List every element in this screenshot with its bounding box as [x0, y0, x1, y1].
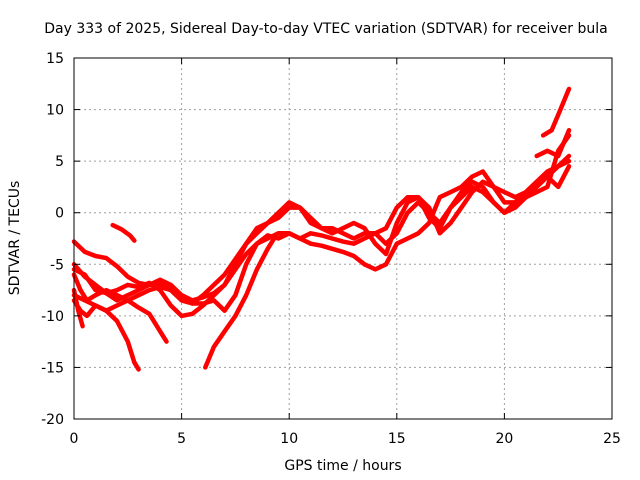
y-tick-label: 15	[46, 51, 64, 67]
series-line	[71, 153, 572, 303]
series-line	[71, 298, 141, 372]
series-line	[71, 287, 85, 329]
y-tick-label: -20	[41, 412, 64, 428]
series-line	[203, 236, 277, 370]
series-line	[71, 272, 169, 344]
x-tick-label: 25	[603, 431, 621, 447]
y-tick-label: 10	[46, 103, 64, 119]
y-tick-label: 5	[55, 154, 64, 170]
x-tick-label: 5	[177, 431, 186, 447]
x-tick-label: 15	[388, 431, 406, 447]
x-axis-label: GPS time / hours	[284, 458, 401, 474]
y-axis-label: SDTVAR / TECUs	[7, 181, 23, 296]
x-tick-labels: 0 5 10 15 20 25	[70, 431, 621, 447]
y-tick-label: -15	[41, 360, 64, 376]
x-tick-label: 10	[280, 431, 298, 447]
y-tick-labels: -20 -15 -10 -5 0 5 10 15	[41, 51, 64, 428]
data-series	[71, 86, 572, 372]
series-line	[534, 127, 572, 159]
y-tick-label: 0	[55, 206, 64, 222]
y-tick-label: -10	[41, 309, 64, 325]
axis-ticks	[73, 57, 613, 420]
grid	[74, 58, 612, 419]
series-line	[71, 164, 572, 313]
chart-title: Day 333 of 2025, Sidereal Day-to-day VTE…	[44, 21, 607, 37]
x-tick-label: 20	[495, 431, 513, 447]
x-tick-label: 0	[70, 431, 79, 447]
plot-frame	[73, 57, 613, 420]
series-line	[110, 222, 137, 243]
y-tick-label: -5	[50, 257, 64, 273]
series-line	[540, 86, 572, 138]
